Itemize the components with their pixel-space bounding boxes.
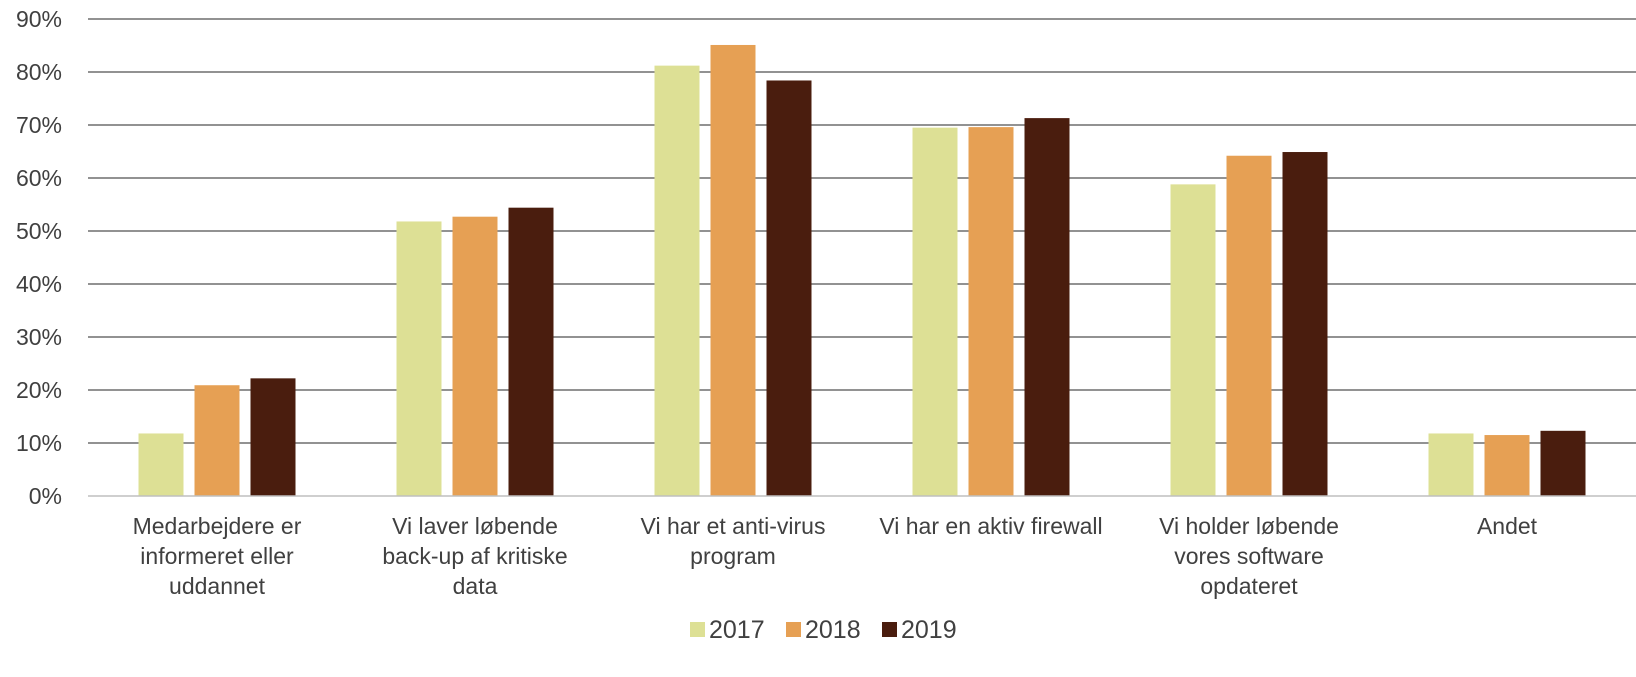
y-tick-label: 0% (29, 483, 62, 509)
y-axis-ticks: 0% 10% 20% 30% 40% 50% 60% 70% 80% 90% (16, 6, 62, 509)
legend-label: 2019 (901, 616, 957, 644)
bar-2017-2 (654, 65, 700, 496)
bar-2018-5 (1484, 435, 1530, 496)
bar-2017-3 (912, 127, 958, 497)
legend-label: 2017 (709, 616, 765, 644)
legend: 2017 2018 2019 (690, 616, 957, 644)
x-category-label: Vi har en aktiv firewall (879, 513, 1102, 539)
y-tick-label: 10% (16, 430, 62, 456)
bars (138, 44, 1586, 497)
legend-swatch-2018 (786, 622, 801, 637)
x-category-label: Vi har et anti-virus program (641, 513, 826, 569)
y-tick-label: 20% (16, 377, 62, 403)
bar-2017-1 (396, 221, 442, 496)
y-tick-label: 50% (16, 218, 62, 244)
bar-2019-1 (508, 207, 554, 496)
gridlines (88, 18, 1636, 444)
x-category-label: Vi laver løbende back-up af kritiske data (382, 513, 567, 599)
bar-2018-1 (452, 216, 498, 496)
y-tick-label: 70% (16, 112, 62, 138)
x-category-label: Vi holder løbende vores software opdateret (1159, 513, 1339, 599)
y-tick-label: 40% (16, 271, 62, 297)
legend-label: 2018 (805, 616, 861, 644)
bar-2019-2 (766, 80, 812, 496)
bar-2017-4 (1170, 184, 1216, 497)
x-axis-categories: Medarbejdere er informeret eller uddannet V… (133, 513, 1538, 599)
bar-2017-0 (138, 433, 184, 496)
bar-2018-3 (968, 127, 1014, 497)
bar-2019-3 (1024, 118, 1070, 497)
bar-2019-5 (1540, 430, 1586, 496)
legend-swatch-2019 (882, 622, 897, 637)
bar-2018-0 (194, 385, 240, 496)
y-tick-label: 90% (16, 6, 62, 32)
x-category-label: Medarbejdere er informeret eller uddannet (133, 513, 302, 599)
y-tick-label: 80% (16, 59, 62, 85)
bar-2018-2 (710, 44, 756, 496)
y-tick-label: 30% (16, 324, 62, 350)
y-tick-label: 60% (16, 165, 62, 191)
x-category-label: Andet (1477, 513, 1538, 539)
bar-2017-5 (1428, 433, 1474, 496)
bar-2019-4 (1282, 152, 1328, 496)
bar-2019-0 (250, 378, 296, 496)
legend-swatch-2017 (690, 622, 705, 637)
bar-2018-4 (1226, 155, 1272, 497)
